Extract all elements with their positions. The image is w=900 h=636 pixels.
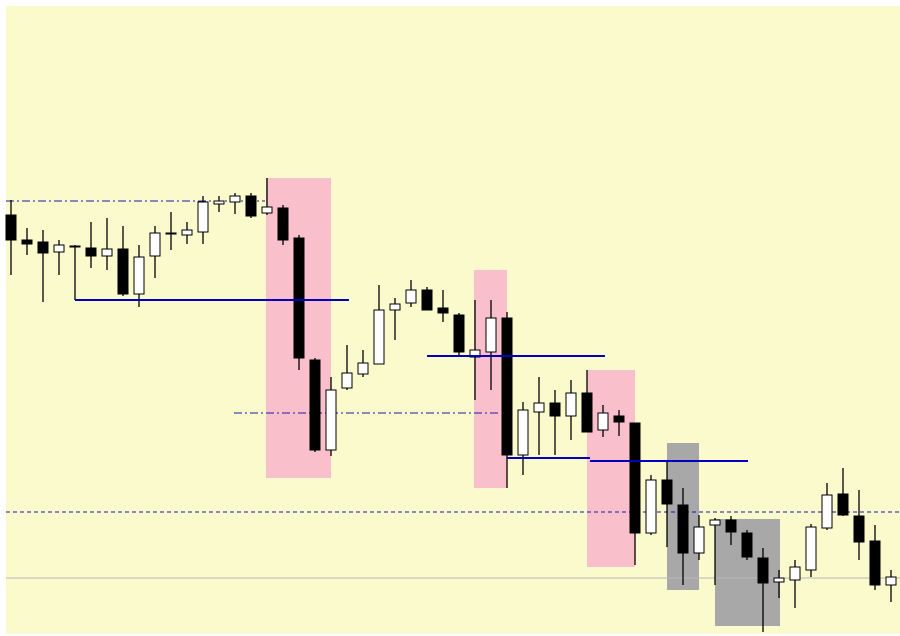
candle-body <box>405 289 417 304</box>
candle-body <box>421 289 433 311</box>
candle-body <box>197 201 209 233</box>
candle-body <box>53 244 65 253</box>
candle-body <box>373 309 385 365</box>
candle-body <box>69 245 81 248</box>
candle-body <box>837 493 849 516</box>
candle-body <box>5 214 17 241</box>
candle-body <box>709 519 721 526</box>
candle-body <box>821 494 833 529</box>
candle-body <box>565 392 577 417</box>
candle-body <box>677 504 689 554</box>
candle-body <box>101 248 113 257</box>
candle-body <box>437 307 449 314</box>
candle-body <box>549 402 561 417</box>
candle-body <box>453 314 465 353</box>
candle-body <box>581 392 593 433</box>
candle-body <box>325 389 337 451</box>
candle-body <box>309 359 321 451</box>
candle-body <box>869 540 881 586</box>
candle-body <box>341 372 353 389</box>
candle-body <box>485 317 497 353</box>
candle-body <box>661 479 673 505</box>
candle-body <box>21 239 33 245</box>
candle-body <box>789 566 801 581</box>
candles <box>5 178 897 632</box>
candle-body <box>805 526 817 571</box>
candle-body <box>261 206 273 214</box>
candle-body <box>533 402 545 413</box>
candle-body <box>181 229 193 236</box>
candle-body <box>229 195 241 203</box>
candle-body <box>133 256 145 295</box>
candle-body <box>213 200 225 205</box>
candle-body <box>613 415 625 423</box>
candle-body <box>885 576 897 586</box>
candle-body <box>117 248 129 295</box>
candle-body <box>245 195 257 217</box>
candle-body <box>501 317 513 456</box>
candle-body <box>37 241 49 254</box>
candle-body <box>853 515 865 543</box>
candle-body <box>773 577 785 583</box>
candle-body <box>725 519 737 533</box>
candle-body <box>85 247 97 257</box>
candle-body <box>597 412 609 431</box>
candle-body <box>357 362 369 375</box>
pink-zone <box>587 370 635 567</box>
candle-body <box>389 303 401 311</box>
candle-body <box>629 422 641 534</box>
candle-body <box>645 479 657 534</box>
candle-body <box>165 232 177 235</box>
candle-body <box>741 532 753 558</box>
candle-body <box>693 526 705 554</box>
candle-body <box>149 232 161 257</box>
candle-body <box>757 557 769 584</box>
candle-body <box>293 237 305 359</box>
candle-body <box>517 409 529 456</box>
candle-body <box>277 207 289 241</box>
